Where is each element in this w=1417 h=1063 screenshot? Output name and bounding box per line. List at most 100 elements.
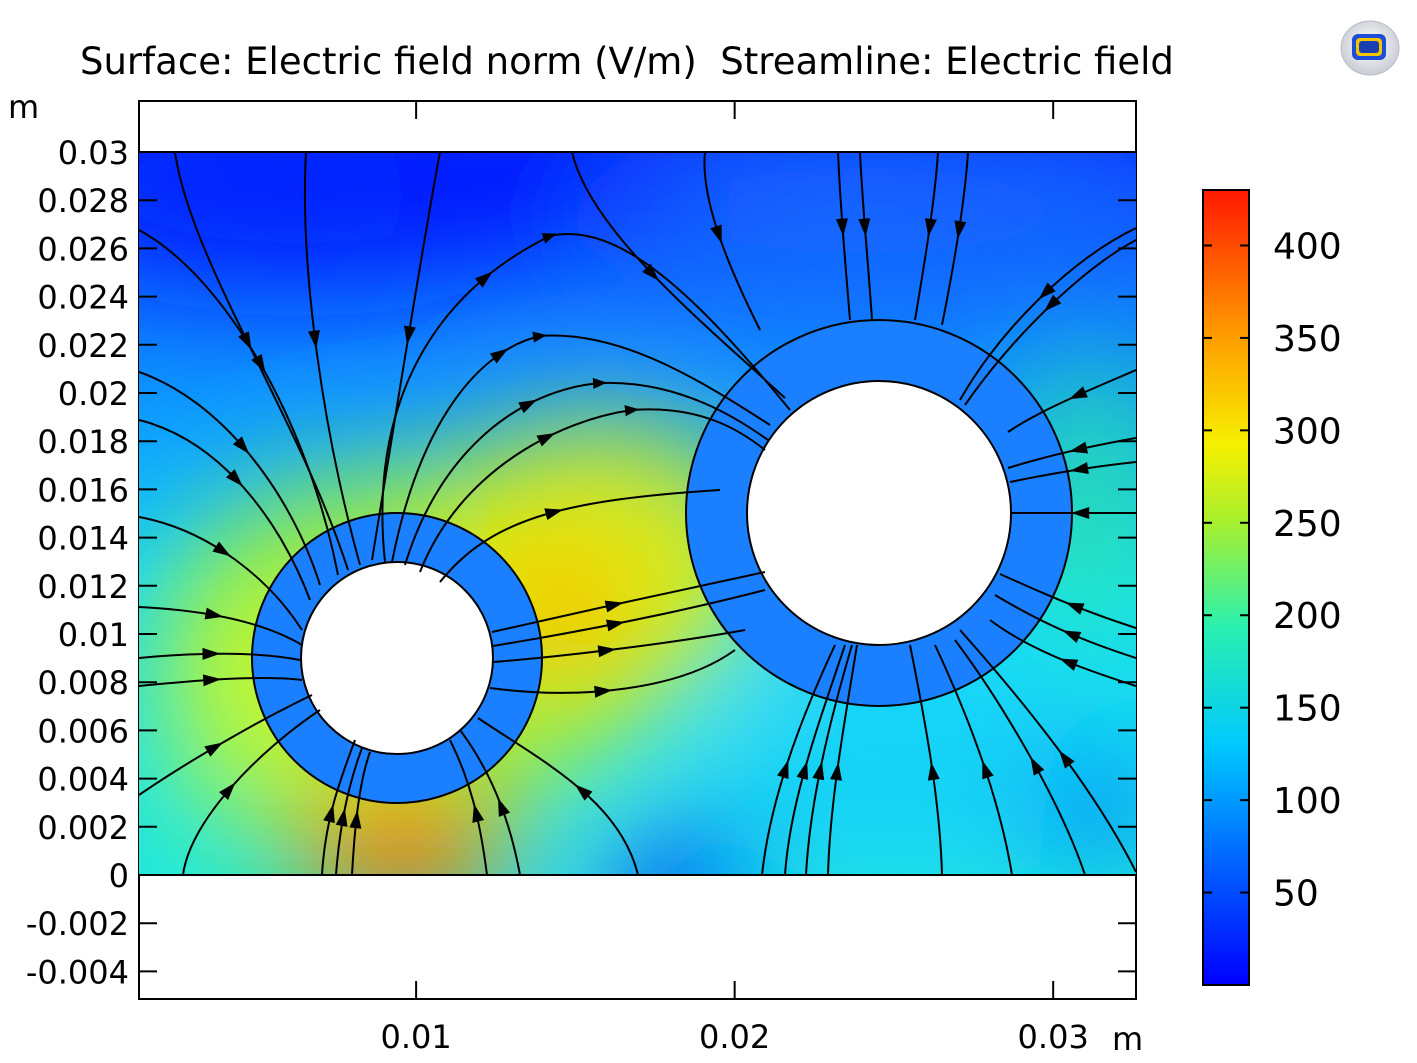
streamline-arrow bbox=[1059, 750, 1075, 769]
streamline-arrow bbox=[536, 433, 556, 447]
conductor-1 bbox=[251, 512, 543, 804]
streamline bbox=[493, 629, 746, 663]
y-tick-label: 0.018 bbox=[37, 423, 129, 461]
streamline-arrow bbox=[1038, 282, 1056, 300]
streamline-arrow bbox=[1059, 658, 1079, 671]
streamline-arrow bbox=[1044, 294, 1062, 312]
y-axis-unit: m bbox=[8, 88, 40, 126]
streamline bbox=[934, 644, 1013, 875]
streamline-arrow bbox=[606, 619, 625, 632]
streamline-arrow bbox=[982, 760, 994, 780]
streamline bbox=[391, 331, 771, 563]
streamline bbox=[954, 639, 1086, 875]
y-tick-label: -0.002 bbox=[26, 905, 129, 943]
streamline-arrow bbox=[710, 224, 722, 244]
streamline-arrow bbox=[642, 263, 659, 281]
streamline-arrow bbox=[1068, 386, 1088, 400]
streamline-arrow bbox=[212, 541, 231, 557]
colorbar-tick-label: 50 bbox=[1273, 874, 1319, 915]
streamline-arrow bbox=[404, 325, 416, 345]
y-tick-label: 0.006 bbox=[37, 712, 129, 750]
streamline-arrow bbox=[1071, 507, 1090, 519]
streamline-arrow bbox=[594, 685, 613, 698]
streamline bbox=[139, 676, 303, 687]
streamline-arrow bbox=[835, 218, 848, 237]
y-tick-label: 0.03 bbox=[58, 134, 129, 172]
streamline bbox=[491, 571, 766, 633]
streamline bbox=[999, 573, 1136, 629]
streamline bbox=[351, 751, 371, 875]
streamline bbox=[959, 227, 1136, 401]
streamline-arrow bbox=[1030, 756, 1045, 776]
streamline-arrow bbox=[204, 607, 224, 620]
y-tick-label: 0.026 bbox=[37, 230, 129, 268]
streamline-arrow bbox=[1070, 462, 1089, 474]
streamline-arrow bbox=[204, 742, 223, 757]
y-tick-label: 0.01 bbox=[58, 616, 129, 654]
x-tick-label: 0.01 bbox=[380, 1018, 451, 1056]
streamline bbox=[989, 619, 1136, 687]
streamline bbox=[419, 405, 766, 573]
streamline bbox=[139, 606, 303, 646]
streamline-arrow bbox=[518, 399, 537, 414]
streamline bbox=[404, 377, 769, 566]
y-tick-label: 0.002 bbox=[37, 809, 129, 847]
streamline bbox=[784, 644, 846, 875]
streamline bbox=[439, 489, 721, 583]
y-tick-label: 0.028 bbox=[37, 182, 129, 220]
colorbar-tick-label: 400 bbox=[1273, 226, 1342, 267]
streamline bbox=[1009, 461, 1136, 483]
streamline bbox=[761, 644, 836, 875]
conductor-1-core bbox=[300, 561, 494, 755]
y-tick-label: 0.014 bbox=[37, 520, 129, 558]
colorbar-tick-label: 150 bbox=[1273, 689, 1342, 730]
streamline-arrow bbox=[489, 348, 509, 364]
streamline bbox=[994, 594, 1136, 659]
streamline bbox=[139, 516, 303, 631]
streamline bbox=[477, 717, 639, 875]
streamline-arrow bbox=[924, 218, 937, 237]
streamline-arrow bbox=[597, 645, 617, 658]
streamline-arrow bbox=[308, 329, 320, 349]
y-tick-label: 0.02 bbox=[58, 375, 129, 413]
colorbar-tick-label: 200 bbox=[1273, 596, 1342, 637]
streamline bbox=[909, 644, 943, 875]
streamline-arrow bbox=[251, 354, 266, 373]
streamline-arrow bbox=[472, 803, 485, 823]
streamline bbox=[827, 644, 858, 875]
y-tick-label: -0.004 bbox=[26, 953, 129, 991]
streamline-arrow bbox=[323, 804, 335, 824]
streamline bbox=[381, 233, 791, 563]
streamline-arrow bbox=[474, 271, 493, 288]
app-logo-icon[interactable] bbox=[1338, 14, 1402, 78]
x-tick-label: 0.03 bbox=[1018, 1018, 1089, 1056]
conductor-2-core bbox=[746, 380, 1012, 646]
colorbar-tick-label: 350 bbox=[1273, 319, 1342, 360]
streamline-arrow bbox=[858, 218, 871, 237]
streamline bbox=[139, 652, 301, 661]
colorbar-tick-label: 250 bbox=[1273, 504, 1342, 545]
streamline-arrow bbox=[232, 436, 250, 454]
colorbar-tick-label: 300 bbox=[1273, 411, 1342, 452]
streamline bbox=[139, 694, 313, 796]
streamline-arrow bbox=[574, 784, 593, 801]
streamline-arrow bbox=[349, 810, 362, 829]
streamline-arrow bbox=[1069, 441, 1089, 454]
plot-title: Surface: Electric field norm (V/m) Strea… bbox=[80, 40, 1174, 83]
conductor-2 bbox=[685, 319, 1073, 707]
streamline bbox=[459, 729, 521, 875]
streamline-arrow bbox=[202, 647, 221, 660]
streamline-arrow bbox=[777, 760, 789, 780]
streamline-arrow bbox=[1062, 630, 1082, 643]
streamline bbox=[489, 649, 736, 694]
axis-ticks bbox=[139, 101, 1136, 999]
y-tick-label: 0.012 bbox=[37, 568, 129, 606]
y-tick-label: 0.004 bbox=[37, 761, 129, 799]
streamline-arrow bbox=[1065, 602, 1085, 615]
x-tick-label: 0.02 bbox=[699, 1018, 770, 1056]
axis-tick-labels: 0.03 0.028 0.026 0.024 0.022 0.02 0.018 0.016 0.… bbox=[26, 134, 1089, 1056]
streamline-arrow bbox=[202, 674, 222, 687]
y-tick-label: 0 bbox=[109, 857, 129, 895]
streamlines bbox=[139, 152, 1136, 875]
y-tick-label: 0.022 bbox=[37, 327, 129, 365]
